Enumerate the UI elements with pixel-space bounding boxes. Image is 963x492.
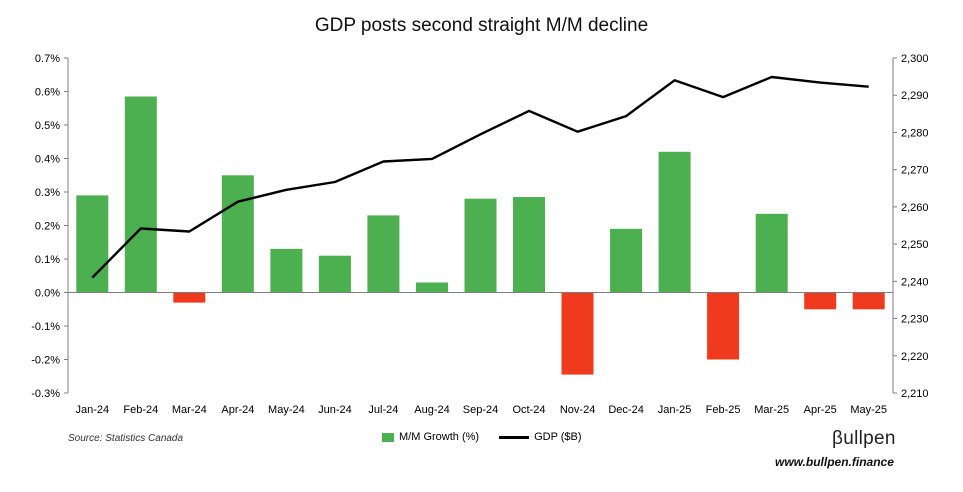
bar-mar-25 xyxy=(755,213,788,293)
brand-url[interactable]: www.bullpen.finance xyxy=(775,455,894,469)
right-tick-label: 2,300 xyxy=(901,53,929,65)
left-tick-label: 0.7% xyxy=(35,53,60,65)
x-tick-label: Feb-24 xyxy=(123,404,158,416)
legend-swatch-gdp xyxy=(499,435,530,439)
bar-sep-24 xyxy=(464,198,497,293)
x-tick-label: Feb-25 xyxy=(706,404,741,416)
bar-feb-25 xyxy=(707,292,740,360)
right-tick-label: 2,260 xyxy=(901,202,929,214)
bar-mar-24 xyxy=(173,292,206,303)
x-tick-label: Nov-24 xyxy=(560,404,595,416)
right-tick-label: 2,210 xyxy=(901,388,929,400)
x-tick-label: May-24 xyxy=(268,404,305,416)
left-tick-label: 0.4% xyxy=(35,154,60,166)
right-tick-label: 2,270 xyxy=(901,165,929,177)
bar-jun-24 xyxy=(318,255,351,293)
bar-dec-24 xyxy=(610,228,643,293)
source-note: Source: Statistics Canada xyxy=(68,433,184,444)
x-tick-label: Apr-24 xyxy=(221,404,254,416)
legend-label-gdp: GDP ($B) xyxy=(534,431,582,443)
brand-logo: βullpen xyxy=(832,428,896,449)
x-tick-label: Dec-24 xyxy=(608,404,643,416)
legend-swatch-growth xyxy=(382,432,394,442)
legend: M/M Growth (%) GDP ($B) xyxy=(382,431,602,443)
chart-title: GDP posts second straight M/M decline xyxy=(314,15,649,36)
bar-jan-24 xyxy=(76,195,109,293)
legend-item-growth: M/M Growth (%) xyxy=(382,431,479,443)
x-tick-label: May-25 xyxy=(850,404,887,416)
x-tick-label: Aug-24 xyxy=(414,404,449,416)
right-tick-label: 2,250 xyxy=(901,239,929,251)
left-tick-label: -0.1% xyxy=(31,321,60,333)
bar-may-24 xyxy=(270,248,303,293)
left-tick-label: 0.6% xyxy=(35,87,60,99)
bar-may-25 xyxy=(852,292,885,310)
left-tick-label: -0.2% xyxy=(31,355,60,367)
right-tick-label: 2,220 xyxy=(901,351,929,363)
bar-apr-25 xyxy=(804,292,837,310)
right-tick-label: 2,280 xyxy=(901,127,929,139)
bar-jul-24 xyxy=(367,215,400,293)
x-tick-label: Jun-24 xyxy=(318,404,352,416)
x-tick-label: Mar-24 xyxy=(172,404,207,416)
x-tick-label: Sep-24 xyxy=(463,404,498,416)
left-tick-label: 0.1% xyxy=(35,254,60,266)
x-tick-label: Jan-24 xyxy=(75,404,109,416)
legend-label-growth: M/M Growth (%) xyxy=(399,431,480,443)
left-tick-label: 0.3% xyxy=(35,187,60,199)
right-tick-label: 2,240 xyxy=(901,276,929,288)
gdp-line xyxy=(91,75,869,279)
legend-item-gdp: GDP ($B) xyxy=(499,431,582,443)
bar-jan-25 xyxy=(658,151,691,293)
left-tick-label: 0.5% xyxy=(35,120,60,132)
bar-feb-24 xyxy=(124,96,157,293)
bar-oct-24 xyxy=(513,197,545,293)
x-tick-label: Mar-25 xyxy=(754,404,789,416)
x-tick-label: Jan-25 xyxy=(658,404,692,416)
left-tick-label: 0.0% xyxy=(35,288,60,300)
left-tick-label: 0.2% xyxy=(35,221,60,233)
bar-aug-24 xyxy=(416,282,448,293)
bar-apr-24 xyxy=(221,175,254,293)
x-tick-label: Oct-24 xyxy=(512,404,545,416)
right-tick-label: 2,230 xyxy=(901,314,929,326)
x-tick-label: Jul-24 xyxy=(368,404,398,416)
right-tick-label: 2,290 xyxy=(901,90,929,102)
bar-nov-24 xyxy=(561,292,594,375)
x-tick-label: Apr-25 xyxy=(804,404,837,416)
left-tick-label: -0.3% xyxy=(31,388,60,400)
